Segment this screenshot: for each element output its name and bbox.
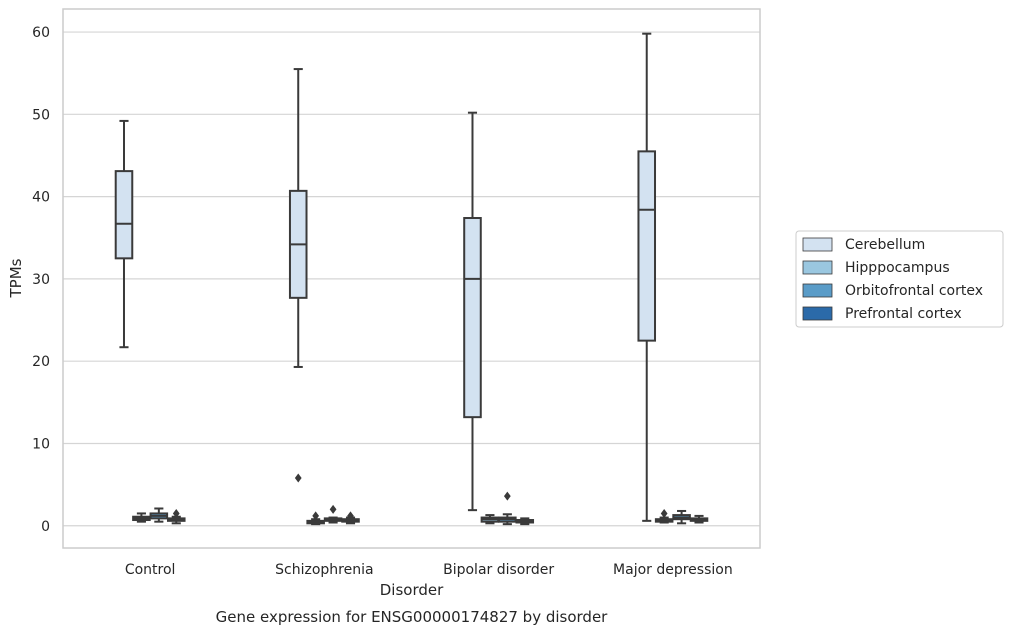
y-tick-label: 50 [32, 107, 50, 123]
legend-label: Cerebellum [845, 237, 925, 253]
legend-swatch [802, 283, 833, 298]
x-tick-label: Major depression [613, 562, 733, 578]
outlier-point [329, 504, 337, 514]
x-tick-label: Control [125, 562, 176, 578]
box-group [480, 514, 500, 525]
legend-swatch [802, 306, 833, 321]
box-iqr [114, 170, 134, 260]
y-tick-label: 30 [32, 272, 50, 288]
legend-label: Prefrontal cortex [845, 306, 962, 322]
outlier-point [660, 508, 668, 518]
box-group [114, 119, 134, 349]
box-iqr [637, 150, 657, 342]
outlier-point [503, 491, 511, 501]
grid-lines [63, 31, 760, 527]
box-group [689, 514, 709, 524]
y-tick-label: 20 [32, 354, 50, 370]
box-series [114, 32, 709, 526]
legend-swatch [802, 260, 833, 275]
chart-caption: Gene expression for ENSG00000174827 by d… [216, 608, 609, 626]
legend-label: Hipppocampus [845, 260, 950, 276]
y-tick-label: 10 [32, 436, 50, 452]
y-tick-label: 0 [41, 519, 50, 535]
x-tick-label: Bipolar disorder [443, 562, 554, 578]
legend: Cerebellum Hipppocampus Orbitofrontal cort… [795, 230, 1004, 328]
outlier-point [347, 511, 354, 521]
box-group [288, 68, 308, 483]
plot-frame [62, 8, 761, 549]
legend-items: Cerebellum Hipppocampus Orbitofrontal cort… [802, 237, 983, 322]
box-group [515, 517, 535, 526]
box-group [654, 508, 674, 524]
box-group [132, 512, 151, 523]
box-group [341, 511, 360, 525]
y-tick-labels: 0 10 20 30 40 50 60 [32, 25, 50, 535]
box-group [637, 32, 657, 522]
box-group [306, 511, 325, 526]
y-tick-label: 60 [32, 25, 50, 41]
y-tick-label: 40 [32, 190, 50, 206]
legend-frame [795, 230, 1004, 328]
x-tick-label: Schizophrenia [275, 562, 373, 578]
box-iqr [463, 217, 482, 419]
x-axis-title: Disorder [380, 581, 444, 599]
box-group [463, 111, 482, 512]
outlier-point [294, 473, 302, 483]
y-axis-title: TPMs [7, 258, 25, 298]
outlier-point [172, 508, 180, 518]
outlier-point [312, 511, 320, 521]
box-group [672, 509, 691, 525]
legend-swatch [802, 237, 833, 252]
x-tick-labels: Control Schizophrenia Bipolar disorder Majo… [125, 562, 733, 578]
legend-label: Orbitofrontal cortex [845, 283, 983, 299]
box-group [149, 507, 169, 523]
box-group [166, 508, 186, 525]
box-group [323, 504, 343, 524]
